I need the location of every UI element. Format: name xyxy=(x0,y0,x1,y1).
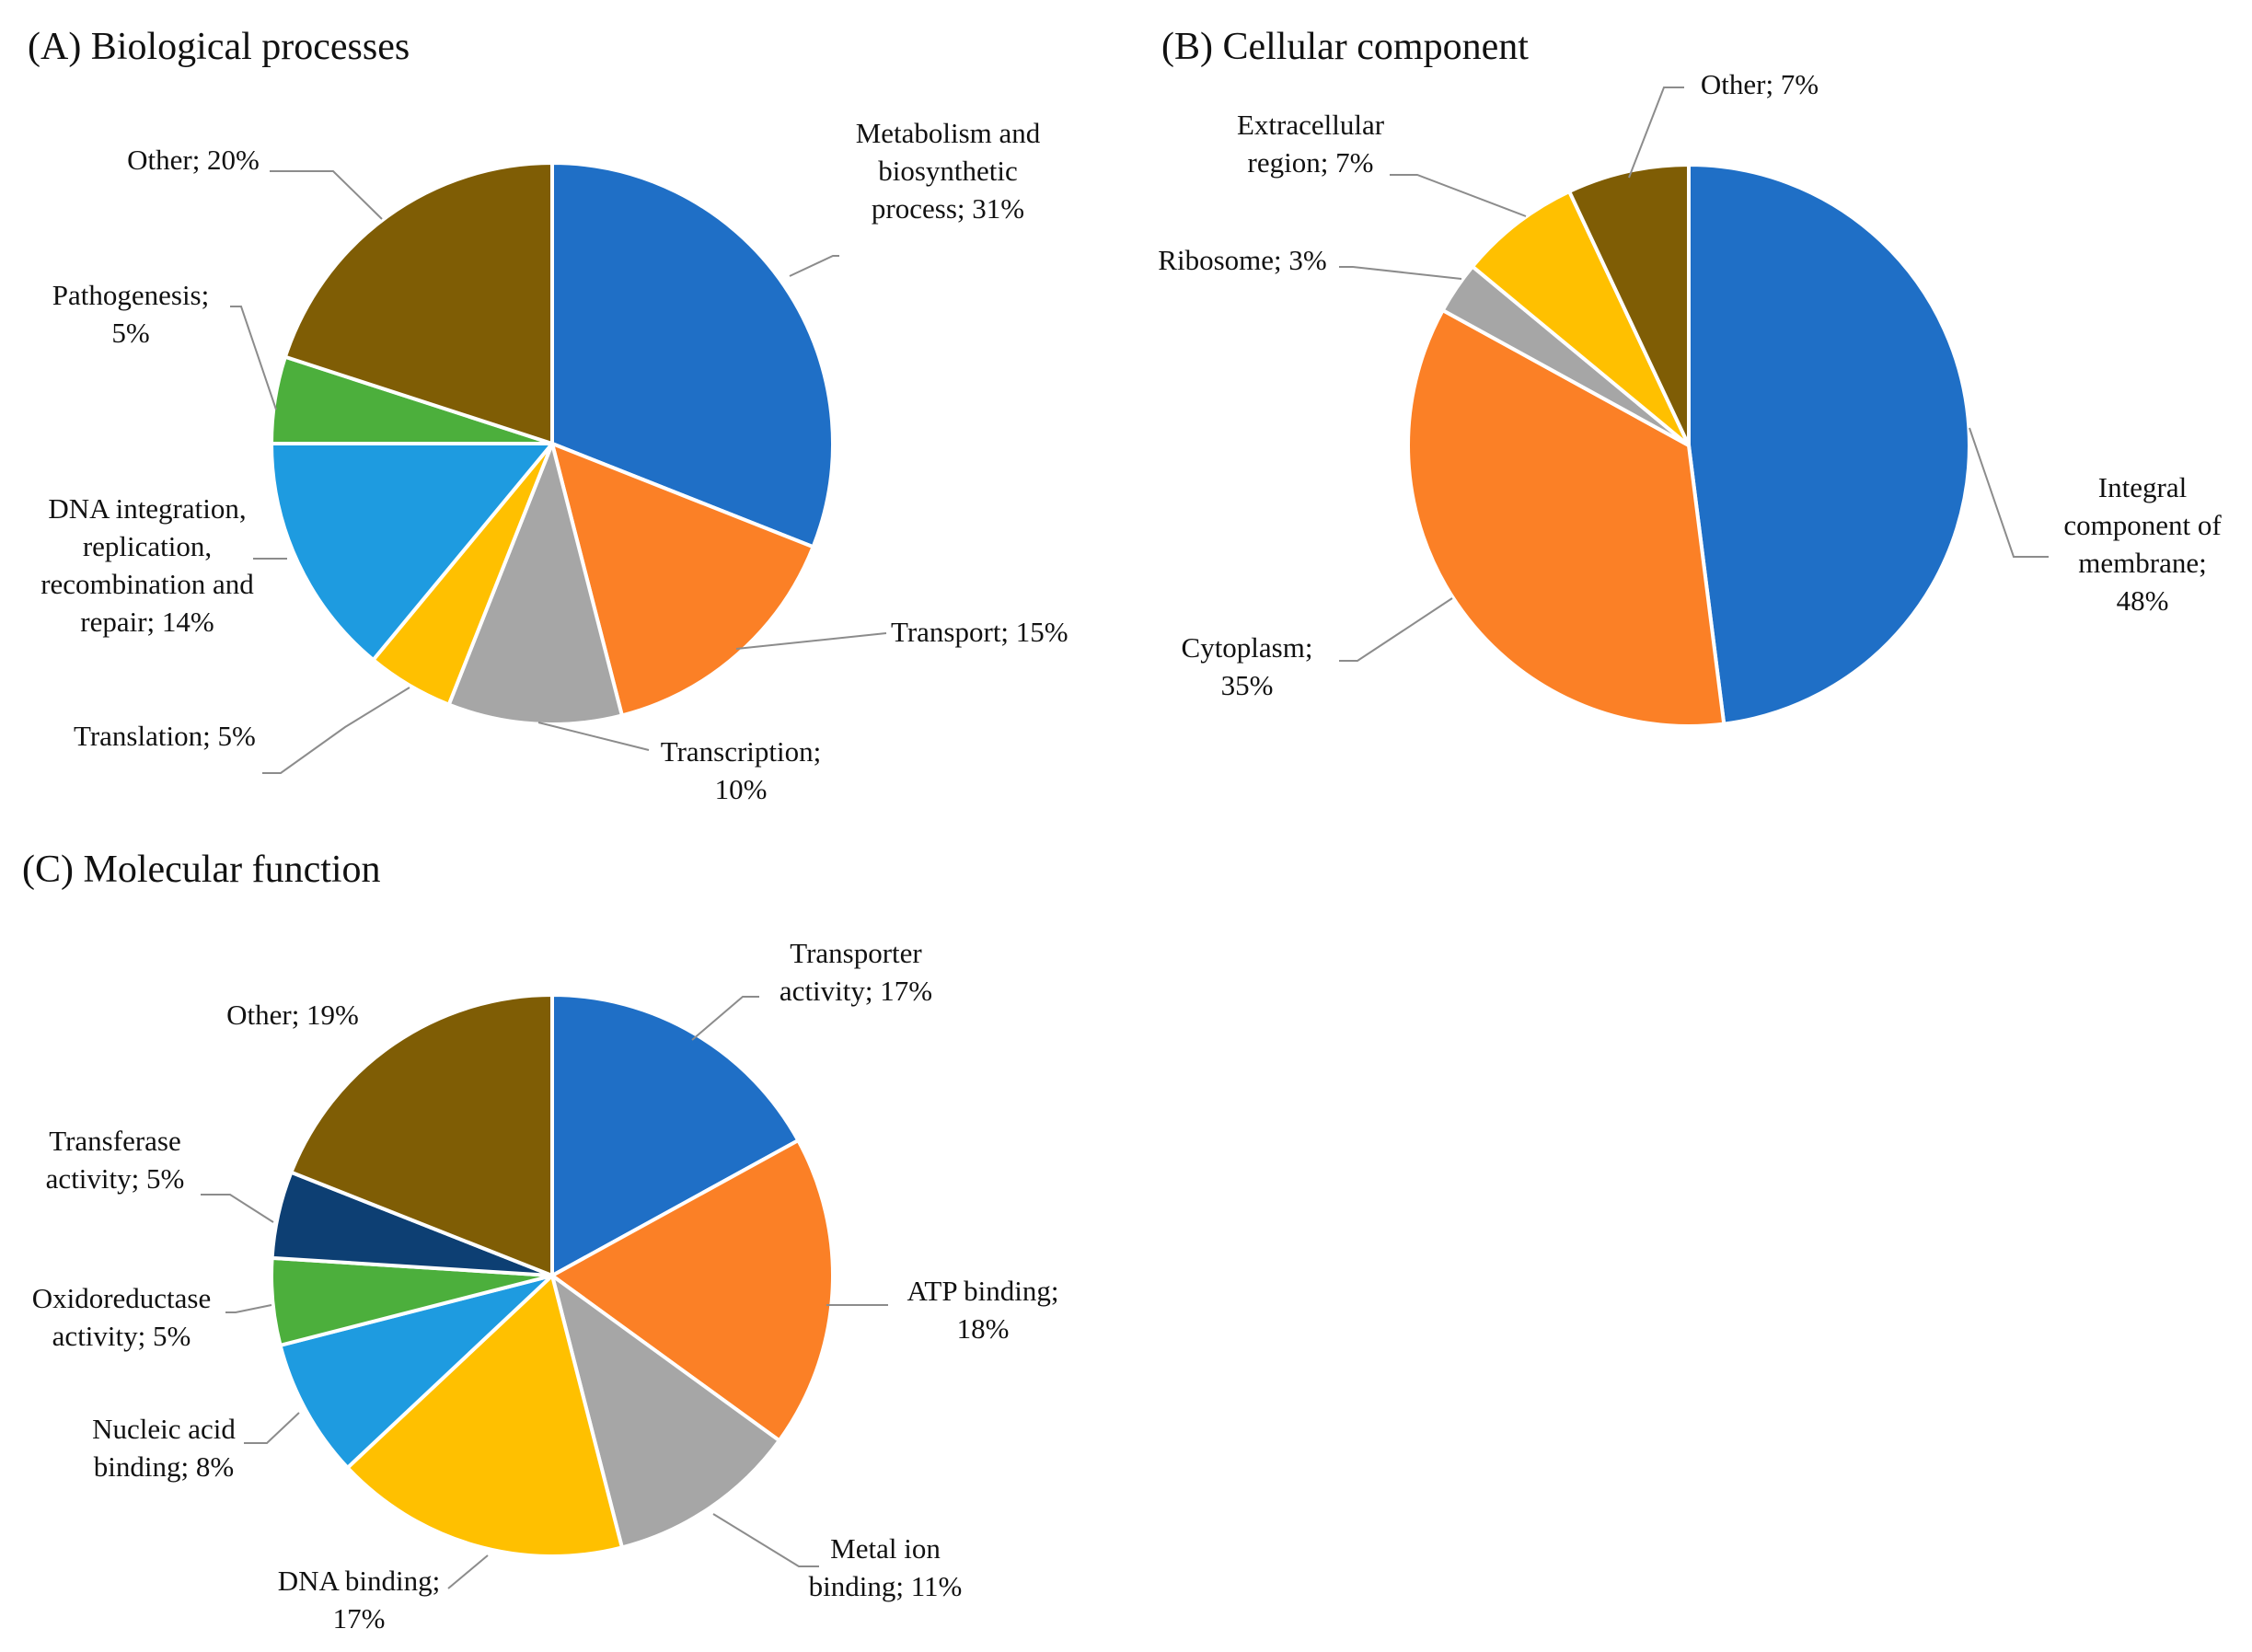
data-label: Pathogenesis; 5% xyxy=(52,279,210,349)
data-label: Ribosome; 3% xyxy=(1158,244,1326,276)
leader-line xyxy=(789,255,839,277)
leader-line xyxy=(712,1513,819,1567)
data-label: Transport; 15% xyxy=(891,616,1068,648)
pie-slice-other xyxy=(289,993,554,1277)
pie-slice-dna-binding xyxy=(345,1274,624,1558)
pie-cellular-component: Integral component of membrane; 48% Cytoplas… xyxy=(1158,68,2222,728)
data-label: DNA integration, replication, recombinatio… xyxy=(40,492,254,638)
panel-c-title: (C) Molecular function xyxy=(22,849,381,891)
data-label: Nucleic acid binding; 8% xyxy=(92,1413,236,1483)
data-label: DNA binding; 17% xyxy=(278,1565,441,1635)
pie-slice-nucleic-acid-binding xyxy=(278,1274,554,1470)
pie-slice-dna-integration-replication-recombination-and-repair xyxy=(270,442,554,663)
panel-a-title: (A) Biological processes xyxy=(28,26,410,68)
panel-b-title: (B) Cellular component xyxy=(1161,26,1529,68)
leader-line xyxy=(1339,597,1453,662)
data-label: Other; 19% xyxy=(226,999,359,1031)
data-label: Oxidoreductase activity; 5% xyxy=(32,1282,212,1352)
data-label: Other; 20% xyxy=(127,144,260,176)
leader-line xyxy=(691,996,759,1041)
data-label: Other; 7% xyxy=(1701,68,1819,100)
pie-slice-transport xyxy=(550,442,815,718)
data-label: Transporter activity; 17% xyxy=(780,937,932,1007)
data-label: Extracellular region; 7% xyxy=(1237,109,1385,179)
leader-line xyxy=(1390,174,1527,217)
leader-line xyxy=(270,170,383,220)
leader-line xyxy=(1969,427,2049,558)
leader-line xyxy=(1628,87,1684,179)
pie-slice-extracellular-region xyxy=(1470,190,1691,447)
pie-slice-metal-ion-binding xyxy=(550,1274,781,1550)
pie-slice-integral-component-of-membrane xyxy=(1687,163,1971,726)
pie-slice-cytoplasm xyxy=(1406,308,1727,728)
data-label: Cytoplasm; 35% xyxy=(1182,631,1313,701)
pie-slice-transcription xyxy=(446,442,624,726)
leader-line xyxy=(447,1554,489,1589)
leader-line xyxy=(225,1304,272,1313)
data-label: Transferase activity; 5% xyxy=(46,1125,185,1195)
leader-line xyxy=(244,1412,300,1444)
pie-slice-metabolism-and-biosynthetic-process xyxy=(550,161,835,549)
data-label: Transcription; 10% xyxy=(661,735,822,805)
leader-line xyxy=(537,722,650,751)
pie-slice-other xyxy=(283,161,554,445)
data-label: ATP binding; 18% xyxy=(907,1275,1058,1345)
pie-slice-other xyxy=(1567,163,1691,447)
data-label: Integral component of membrane; 48% xyxy=(2063,471,2222,617)
pie-slice-atp-binding xyxy=(550,1138,835,1443)
data-label: Translation; 5% xyxy=(74,720,256,752)
leader-line xyxy=(230,306,277,410)
data-label: Metal ion binding; 11% xyxy=(809,1532,963,1602)
pie-molecular-function: Transporter activity; 17% ATP binding; 18% M… xyxy=(32,937,1059,1635)
leader-line xyxy=(1339,266,1462,280)
leader-line xyxy=(201,1194,274,1223)
data-label: Metabolism and biosynthetic process; 31% xyxy=(856,117,1041,225)
pie-biological-processes: Metabolism and biosynthetic process; 31% Tr… xyxy=(40,117,1068,805)
leader-line xyxy=(735,632,887,650)
pie-slice-transporter-activity xyxy=(550,993,801,1277)
leader-line xyxy=(262,687,410,774)
